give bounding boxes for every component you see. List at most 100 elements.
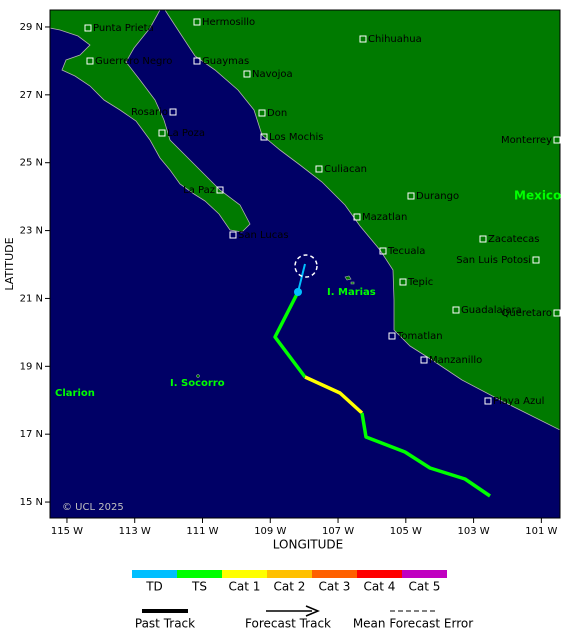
city-marker	[532, 256, 540, 264]
x-tick-label: 113 W	[119, 526, 151, 537]
city-marker	[229, 231, 237, 239]
island	[196, 374, 200, 378]
map-frame	[49, 9, 561, 519]
x-tick-label: 109 W	[254, 526, 286, 537]
y-axis-label: LATITUDE	[3, 237, 16, 290]
city-marker	[420, 356, 428, 364]
city-marker	[216, 186, 224, 194]
city-label: Culiacan	[324, 164, 367, 175]
x-tick-label: 115 W	[51, 526, 83, 537]
copyright: © UCL 2025	[62, 502, 124, 513]
city-label: Hermosillo	[202, 17, 255, 28]
city-label: Zacatecas	[488, 234, 540, 245]
x-axis-label: LONGITUDE	[273, 538, 343, 552]
city-marker	[359, 35, 367, 43]
y-tick-label: 21 N	[20, 293, 43, 304]
category-swatch	[132, 570, 177, 578]
category-swatch	[267, 570, 312, 578]
city-label: San Luis Potosi	[456, 255, 531, 266]
city-marker	[479, 235, 487, 243]
city-label: Punta Prieta	[93, 23, 154, 34]
category-swatch	[402, 570, 447, 578]
region-label: Clarion	[55, 388, 95, 399]
city-marker	[484, 397, 492, 405]
city-marker	[260, 133, 268, 141]
x-tick-label: 103 W	[458, 526, 490, 537]
legend-label: Past Track	[135, 617, 195, 631]
x-tick-label: 111 W	[186, 526, 218, 537]
legend-label: Mean Forecast Error	[353, 617, 473, 631]
city-label: Los Mochis	[269, 132, 323, 143]
city-marker	[158, 129, 166, 137]
city-label: Playa Azul	[493, 396, 544, 407]
x-tick-label: 105 W	[390, 526, 422, 537]
city-marker	[452, 306, 460, 314]
city-marker	[169, 108, 177, 116]
city-marker	[243, 70, 251, 78]
city-label: Monterrey	[501, 135, 552, 146]
city-marker	[86, 57, 94, 65]
city-label: Durango	[416, 191, 459, 202]
track-ts	[273, 291, 307, 379]
category-label: Cat 1	[229, 580, 261, 594]
region-label: I. Socorro	[170, 378, 225, 389]
region-label: I. Marias	[327, 287, 376, 298]
category-swatch	[177, 570, 222, 578]
x-tick-label: 101 W	[525, 526, 557, 537]
city-marker	[84, 24, 92, 32]
city-marker	[553, 136, 561, 144]
track-legend: Past Track Forecast Track Mean Forecast …	[135, 605, 473, 631]
city-label: Tepic	[407, 277, 433, 288]
track-ts	[360, 412, 491, 498]
y-tick-label: 15 N	[20, 497, 43, 508]
city-marker	[193, 57, 201, 65]
city-label: Mazatlan	[362, 212, 407, 223]
city-label: Manzanillo	[429, 355, 482, 366]
y-tick-label: 25 N	[20, 158, 43, 169]
forecast-error-cone	[294, 254, 318, 278]
city-label: Don	[267, 108, 287, 119]
category-label: Cat 2	[274, 580, 306, 594]
y-tick-label: 19 N	[20, 361, 43, 372]
city-marker	[407, 192, 415, 200]
legend-label: Forecast Track	[245, 617, 331, 631]
track-cat1	[304, 375, 364, 415]
city-marker	[399, 278, 407, 286]
city-marker	[315, 165, 323, 173]
category-label: Cat 3	[319, 580, 351, 594]
city-label: San Lucas	[238, 230, 289, 241]
forecast-arrow	[305, 605, 320, 617]
storm-track	[273, 254, 491, 498]
y-tick-label: 29 N	[20, 22, 43, 33]
city-marker	[258, 109, 266, 117]
city-marker	[388, 332, 396, 340]
category-label: Cat 4	[364, 580, 396, 594]
category-swatch	[222, 570, 267, 578]
city-label: Tomatlan	[396, 331, 443, 342]
y-tick-label: 17 N	[20, 429, 43, 440]
y-tick-label: 23 N	[20, 226, 43, 237]
city-label: Chihuahua	[368, 34, 422, 45]
category-label: TD	[145, 580, 163, 594]
city-label: La Paz	[183, 185, 215, 196]
y-tick-label: 27 N	[20, 90, 43, 101]
storm-position	[294, 288, 302, 296]
baja-peninsula	[49, 9, 251, 233]
x-tick-label: 107 W	[322, 526, 354, 537]
city-marker	[193, 18, 201, 26]
island	[344, 275, 355, 285]
city-label: Guerrero Negro	[95, 56, 172, 67]
region-label: Mexico	[514, 189, 561, 203]
city-label: Navojoa	[252, 69, 293, 80]
city-marker	[379, 247, 387, 255]
city-label: Guadalajara	[461, 305, 522, 316]
city-label: Rosario	[131, 107, 168, 118]
city-label: Queretaro	[502, 308, 552, 319]
city-marker	[353, 213, 361, 221]
category-label: Cat 5	[409, 580, 441, 594]
category-swatch	[312, 570, 357, 578]
category-swatch	[357, 570, 402, 578]
mainland	[164, 9, 561, 431]
category-label: TS	[191, 580, 207, 594]
